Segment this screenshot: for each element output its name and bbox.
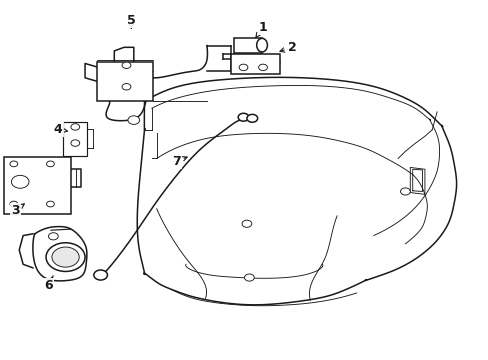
Bar bbox=[63, 122, 86, 156]
Bar bbox=[4, 157, 71, 214]
Circle shape bbox=[122, 62, 131, 68]
Circle shape bbox=[244, 274, 254, 281]
Circle shape bbox=[11, 175, 29, 188]
Circle shape bbox=[400, 188, 409, 195]
Text: 2: 2 bbox=[280, 41, 296, 54]
Circle shape bbox=[238, 113, 248, 121]
Circle shape bbox=[46, 161, 54, 167]
Circle shape bbox=[122, 84, 131, 90]
Ellipse shape bbox=[256, 39, 267, 52]
Circle shape bbox=[46, 243, 85, 271]
Text: 1: 1 bbox=[255, 21, 267, 37]
Circle shape bbox=[10, 161, 18, 167]
Circle shape bbox=[48, 233, 58, 240]
Circle shape bbox=[128, 116, 140, 125]
Circle shape bbox=[10, 201, 18, 207]
Circle shape bbox=[239, 64, 247, 71]
Circle shape bbox=[71, 140, 80, 146]
Bar bbox=[230, 54, 279, 74]
Text: 4: 4 bbox=[54, 123, 67, 136]
Circle shape bbox=[52, 247, 79, 267]
Circle shape bbox=[246, 114, 257, 122]
Circle shape bbox=[94, 270, 107, 280]
Bar bbox=[97, 62, 153, 101]
Circle shape bbox=[46, 201, 54, 207]
Text: 3: 3 bbox=[11, 204, 24, 217]
Text: 5: 5 bbox=[127, 14, 136, 28]
Circle shape bbox=[71, 124, 80, 130]
Bar bbox=[233, 38, 262, 53]
Text: 7: 7 bbox=[171, 155, 187, 168]
Circle shape bbox=[258, 64, 267, 71]
Text: 6: 6 bbox=[44, 276, 53, 292]
Circle shape bbox=[242, 220, 251, 227]
